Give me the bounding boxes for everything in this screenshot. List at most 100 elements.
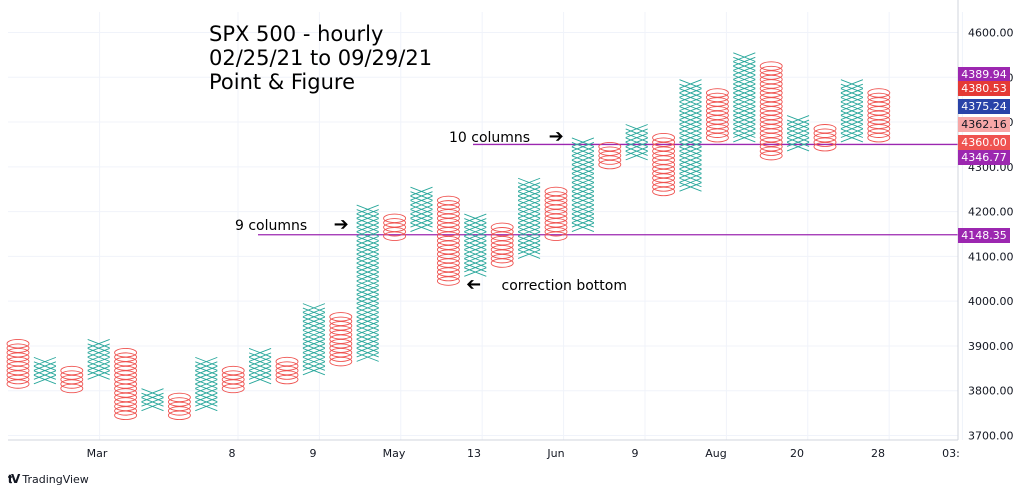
x-mark [195, 392, 218, 403]
pnf-columns [6, 52, 891, 421]
x-mark [786, 137, 810, 147]
x-mark [356, 316, 379, 326]
price-tag-bg [958, 99, 1010, 114]
price-tag-label: 4360.00 [961, 136, 1007, 149]
x-mark [302, 356, 326, 367]
x-mark [356, 244, 379, 255]
x-mark [248, 374, 272, 385]
x-mark [356, 347, 379, 358]
x-mark [571, 200, 595, 210]
x-tick-label: 13 [467, 447, 481, 460]
x-mark [33, 374, 57, 385]
x-mark [356, 276, 379, 286]
x-column [517, 177, 541, 259]
x-tick-label: Jun [546, 447, 564, 460]
x-mark [733, 119, 756, 129]
x-mark [733, 128, 756, 138]
x-mark [679, 133, 702, 143]
x-mark [679, 119, 702, 129]
x-mark [840, 110, 864, 120]
x-mark [87, 343, 110, 353]
x-mark [679, 159, 702, 170]
x-tick-label: Mar [87, 447, 108, 460]
o-column [598, 141, 622, 170]
x-mark [517, 236, 541, 246]
x-mark [679, 92, 702, 103]
x-mark [195, 401, 218, 412]
x-mark [571, 209, 595, 219]
y-tick-label: 4200.00 [968, 206, 1014, 219]
o-mark [813, 124, 837, 134]
x-mark [356, 307, 379, 318]
x-mark [87, 361, 110, 371]
x-mark [733, 92, 756, 103]
x-mark [517, 209, 541, 219]
x-mark [410, 200, 433, 210]
y-tick-label: 4100.00 [968, 250, 1014, 263]
x-mark [356, 253, 379, 264]
x-column [248, 347, 272, 385]
x-mark [733, 97, 756, 107]
x-mark [679, 146, 702, 156]
price-tag: 4360.00 [958, 135, 1010, 150]
x-mark [786, 133, 810, 143]
x-mark [195, 397, 218, 407]
x-mark [302, 316, 326, 326]
o-column [275, 356, 299, 385]
x-mark [464, 222, 487, 232]
x-mark [356, 271, 379, 282]
x-mark [141, 397, 164, 407]
o-column [490, 222, 514, 268]
o-mark [275, 361, 299, 371]
x-mark [410, 186, 433, 197]
x-mark [356, 231, 379, 241]
x-tick-label: 28 [871, 447, 885, 460]
x-mark [679, 182, 702, 192]
o-column [60, 365, 84, 394]
x-mark [517, 195, 541, 206]
x-mark [87, 356, 110, 367]
price-tag: 4375.24 [958, 99, 1010, 114]
x-mark [679, 164, 702, 174]
o-mark [221, 365, 245, 376]
x-mark [248, 356, 272, 367]
x-mark [679, 115, 702, 125]
x-column [87, 339, 110, 380]
x-mark [248, 361, 272, 371]
x-mark [786, 119, 810, 129]
x-mark [195, 388, 218, 398]
x-column [141, 388, 164, 412]
tradingview-branding[interactable]: 𝐭V TradingView [8, 472, 89, 487]
x-mark [410, 218, 433, 228]
x-mark [410, 195, 433, 206]
x-mark [840, 128, 864, 138]
x-mark [410, 204, 433, 215]
x-mark [733, 110, 756, 120]
y-tick-label: 3900.00 [968, 340, 1014, 353]
o-column [813, 124, 837, 152]
x-mark [517, 204, 541, 215]
price-tag: 4346.77 [958, 150, 1010, 165]
x-mark [786, 115, 810, 125]
x-mark [679, 124, 702, 134]
ten-columns-label: 10 columns [449, 130, 531, 146]
price-tag: 4389.94 [958, 67, 1010, 82]
o-mark [6, 343, 30, 353]
x-mark [679, 168, 702, 179]
o-mark [490, 222, 514, 232]
x-mark [464, 249, 487, 259]
x-mark [464, 236, 487, 246]
x-tick-label: Aug [705, 447, 726, 460]
x-mark [356, 280, 379, 291]
x-mark [356, 285, 379, 295]
x-mark [571, 146, 595, 156]
x-mark [517, 200, 541, 210]
x-mark [302, 339, 326, 349]
x-mark [195, 361, 218, 371]
x-mark [356, 236, 379, 246]
o-mark [60, 370, 84, 380]
x-mark [464, 244, 487, 255]
x-mark [356, 312, 379, 322]
price-tag-label: 4346.77 [961, 151, 1007, 164]
